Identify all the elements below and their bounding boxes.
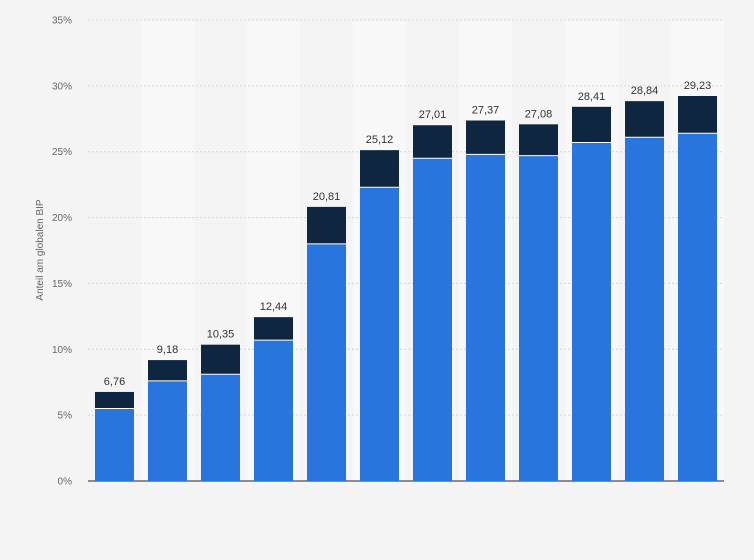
bar-total-label: 9,18 xyxy=(157,344,178,356)
bars xyxy=(95,95,717,482)
bar-segment-lower xyxy=(254,340,293,481)
bar-segment-upper xyxy=(625,101,664,138)
y-tick-label: 10% xyxy=(52,345,72,356)
y-tick-label: 25% xyxy=(52,147,72,158)
bar-segment-upper xyxy=(201,344,240,375)
bar-segment-lower xyxy=(678,133,717,481)
bar-segment-upper xyxy=(95,391,134,409)
gridlines xyxy=(88,19,724,482)
bar-segment-lower xyxy=(625,137,664,481)
bar-segment-lower xyxy=(148,380,187,481)
bar-total-label: 10,35 xyxy=(207,329,235,341)
bar-segment-upper xyxy=(307,206,346,244)
bar-total-label: 29,23 xyxy=(684,80,712,92)
bar-total-label: 6,76 xyxy=(104,376,125,388)
y-axis-title: Anteil am globalen BIP xyxy=(35,199,46,301)
y-tick-label: 0% xyxy=(58,477,73,488)
bar-segment-upper xyxy=(148,360,187,381)
bar-segment-upper xyxy=(572,106,611,143)
y-tick-labels: 0% 5% 10% 15% 20% 25% 30% 35% xyxy=(52,16,72,488)
bar-segment-lower xyxy=(360,187,399,481)
bar-segment-upper xyxy=(254,317,293,341)
y-tick-label: 5% xyxy=(58,411,73,422)
bar-total-label: 12,44 xyxy=(260,301,288,313)
bar-total-label: 25,12 xyxy=(366,134,394,146)
bar-segment-upper xyxy=(360,150,399,188)
bar-segment-upper xyxy=(678,95,717,134)
y-tick-label: 30% xyxy=(52,81,72,92)
bar-segment-lower xyxy=(413,158,452,482)
bar-segment-lower xyxy=(95,408,134,481)
bar-total-label: 27,08 xyxy=(525,108,553,120)
bar-total-label: 28,41 xyxy=(578,91,606,103)
bar-segment-lower xyxy=(307,243,346,481)
bar-total-label: 27,37 xyxy=(472,104,500,116)
bar-total-label: 27,01 xyxy=(419,109,447,121)
bar-total-label: 20,81 xyxy=(313,191,341,203)
bar-segment-upper xyxy=(413,125,452,159)
y-tick-label: 20% xyxy=(52,213,72,224)
bar-segment-lower xyxy=(519,155,558,481)
value-labels: 6,76 9,18 10,35 12,44 20,81 25,12 27,01 27,37 27… xyxy=(104,80,711,388)
bar-segment-lower xyxy=(466,154,505,481)
y-tick-label: 15% xyxy=(52,279,72,290)
bar-segment-upper xyxy=(466,120,505,155)
bar-segment-lower xyxy=(201,374,240,481)
y-tick-label: 35% xyxy=(52,16,72,27)
bar-segment-lower xyxy=(572,142,611,481)
bar-total-label: 28,84 xyxy=(631,85,659,97)
bar-segment-upper xyxy=(519,124,558,156)
